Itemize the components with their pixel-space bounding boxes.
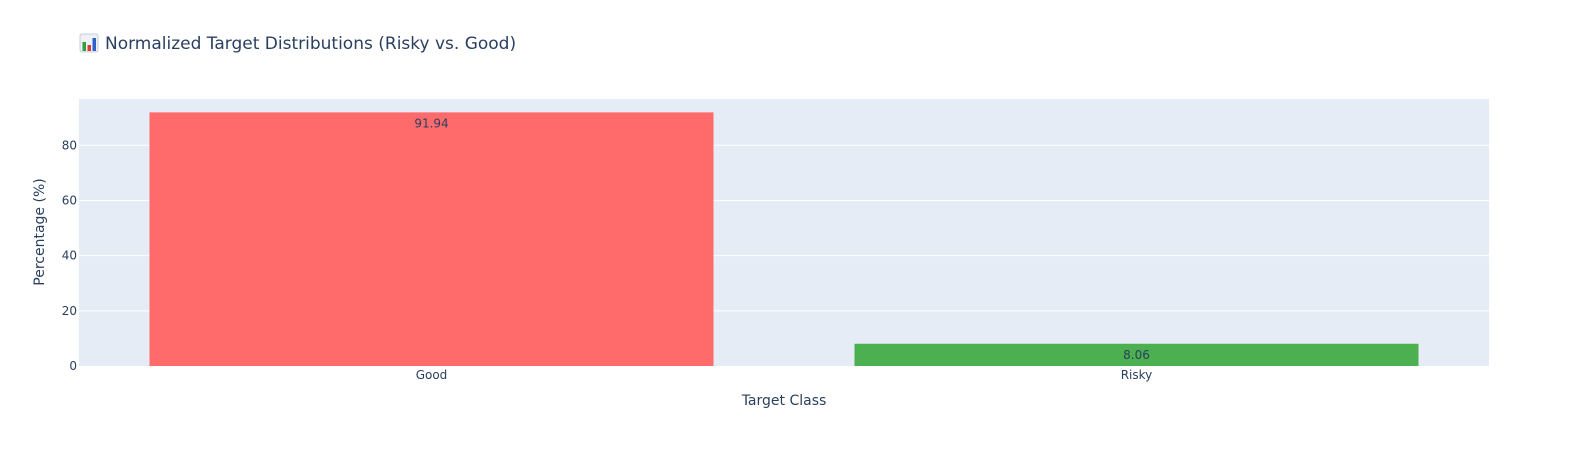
y-tick-label: 80 — [62, 138, 77, 152]
x-axis-title: Target Class — [741, 393, 827, 409]
bar-value-label: 91.94 — [414, 116, 448, 130]
y-tick-label: 20 — [62, 304, 77, 318]
bar-good — [149, 112, 714, 367]
y-axis-title: Percentage (%) — [32, 178, 48, 285]
chart-title: Normalized Target Distributions (Risky v… — [105, 34, 516, 54]
y-tick-label: 60 — [62, 193, 77, 207]
y-axis-ticks: 0 20 40 60 80 — [62, 138, 77, 373]
x-tick-label: Good — [416, 368, 448, 382]
chart-title-group: Normalized Target Distributions (Risky v… — [79, 33, 516, 54]
bars: 91.94 8.06 — [149, 112, 1419, 367]
y-tick-label: 0 — [69, 359, 77, 373]
y-tick-label: 40 — [62, 249, 77, 263]
bar-chart-emoji-icon — [79, 33, 99, 53]
bar-risky — [854, 343, 1419, 366]
x-tick-label: Risky — [1121, 368, 1153, 382]
x-axis-ticks: Good Risky — [416, 368, 1153, 382]
bar-value-label: 8.06 — [1123, 348, 1150, 362]
